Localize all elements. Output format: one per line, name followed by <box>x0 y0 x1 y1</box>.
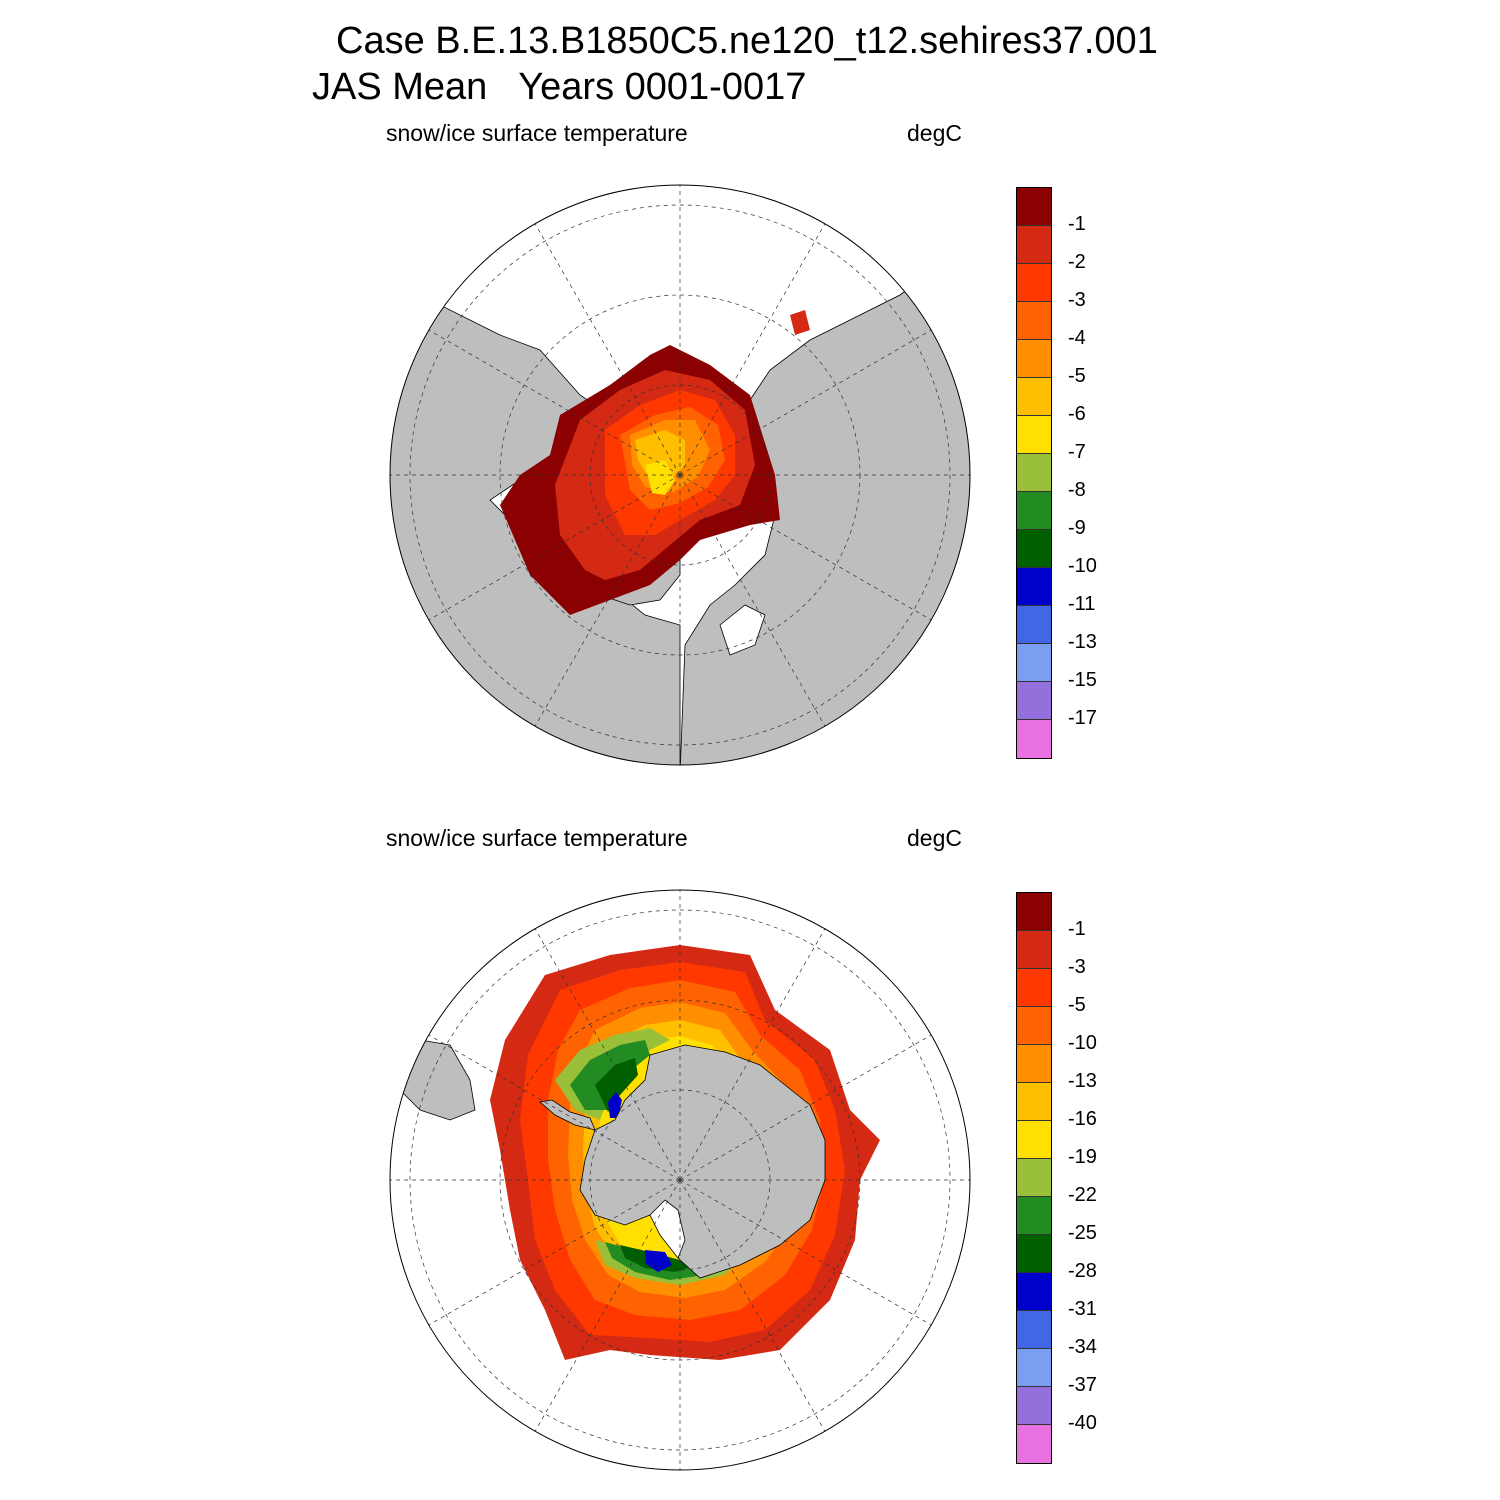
south-units-label: degC <box>907 825 962 851</box>
north-units-label: degC <box>907 120 962 146</box>
north-colorbar-swatch <box>1017 340 1051 378</box>
north-colorbar-tick-label: -1 <box>1068 213 1086 235</box>
north-colorbar-tick-label: -3 <box>1068 289 1086 311</box>
south-colorbar-swatch <box>1017 1273 1051 1311</box>
south-ice-ross-min <box>645 1250 672 1272</box>
south-colorbar-tick-label: -13 <box>1068 1070 1097 1092</box>
north-colorbar-swatch <box>1017 454 1051 492</box>
north-colorbar-tick-label: -11 <box>1068 593 1096 615</box>
figure-title-case: Case B.E.13.B1850C5.ne120_t12.sehires37.… <box>336 20 1158 62</box>
south-colorbar-tick-label: -34 <box>1068 1336 1097 1358</box>
north-colorbar-swatch <box>1017 302 1051 340</box>
south-colorbar-swatch <box>1017 893 1051 931</box>
north-variable-label: snow/ice surface temperature <box>386 120 688 146</box>
north-colorbar-swatch <box>1017 530 1051 568</box>
north-colorbar-swatch <box>1017 264 1051 302</box>
south-colorbar-swatch <box>1017 1007 1051 1045</box>
south-colorbar-tick-label: -28 <box>1068 1260 1097 1282</box>
south-landmass-antarctica <box>579 1044 826 1279</box>
north-ice-okhotsk <box>790 310 810 335</box>
north-colorbar-swatch <box>1017 682 1051 720</box>
south-colorbar-tick-label: -19 <box>1068 1146 1097 1168</box>
south-landmass-south-america <box>399 1039 476 1121</box>
north-colorbar-swatch <box>1017 720 1051 758</box>
south-ice-band-9 <box>595 1058 638 1112</box>
north-colorbar-tick-label: -7 <box>1068 441 1086 463</box>
south-colorbar-tick-label: -3 <box>1068 956 1086 978</box>
south-colorbar-tick-label: -22 <box>1068 1184 1097 1206</box>
north-colorbar-swatch <box>1017 492 1051 530</box>
north-colorbar-tick-label: -4 <box>1068 327 1086 349</box>
south-polar-map <box>389 889 971 1471</box>
south-colorbar-swatch <box>1017 1349 1051 1387</box>
north-colorbar-swatch <box>1017 378 1051 416</box>
north-colorbar-tick-label: -15 <box>1068 669 1097 691</box>
south-colorbar-tick-label: -1 <box>1068 918 1086 940</box>
south-colorbar-swatch <box>1017 1045 1051 1083</box>
north-colorbar-swatch <box>1017 226 1051 264</box>
north-colorbar-tick-label: -10 <box>1068 555 1097 577</box>
north-colorbar-tick-label: -5 <box>1068 365 1086 387</box>
south-colorbar-swatch <box>1017 1197 1051 1235</box>
north-polar-map <box>389 184 971 766</box>
north-colorbar-tick-label: -13 <box>1068 631 1097 653</box>
south-colorbar-swatch <box>1017 1235 1051 1273</box>
south-ice-weddell-min <box>608 1092 622 1118</box>
south-colorbar-tick-label: -5 <box>1068 994 1086 1016</box>
north-landmass-scandinavia-sea <box>719 604 766 656</box>
north-colorbar-tick-label: -17 <box>1068 707 1097 729</box>
south-colorbar-tick-label: -31 <box>1068 1298 1097 1320</box>
south-colorbar-swatch <box>1017 1311 1051 1349</box>
south-colorbar-swatch <box>1017 931 1051 969</box>
north-colorbar-swatch <box>1017 568 1051 606</box>
south-variable-label: snow/ice surface temperature <box>386 825 688 851</box>
south-colorbar-tick-label: -25 <box>1068 1222 1097 1244</box>
south-ice-shelf-ross <box>649 1199 686 1259</box>
north-colorbar-swatch <box>1017 606 1051 644</box>
south-colorbar-tick-label: -40 <box>1068 1412 1097 1434</box>
north-colorbar-tick-label: -9 <box>1068 517 1086 539</box>
south-colorbar-tick-label: -16 <box>1068 1108 1097 1130</box>
south-colorbar-swatch <box>1017 969 1051 1007</box>
north-ice-band-7 <box>645 460 675 495</box>
south-colorbar-swatch <box>1017 1159 1051 1197</box>
south-colorbar-tick-label: -10 <box>1068 1032 1097 1054</box>
north-colorbar-swatch <box>1017 416 1051 454</box>
south-colorbar-swatch <box>1017 1121 1051 1159</box>
south-colorbar-swatches <box>1016 892 1052 1464</box>
north-colorbar-tick-label: -2 <box>1068 251 1086 273</box>
north-colorbar-tick-label: -6 <box>1068 403 1086 425</box>
north-colorbar-swatches <box>1016 187 1052 759</box>
north-colorbar-swatch <box>1017 644 1051 682</box>
north-colorbar-swatch <box>1017 188 1051 226</box>
south-colorbar-swatch <box>1017 1083 1051 1121</box>
south-colorbar-swatch <box>1017 1387 1051 1425</box>
north-colorbar-tick-label: -8 <box>1068 479 1086 501</box>
south-colorbar-swatch <box>1017 1425 1051 1463</box>
figure-title-season: JAS Mean Years 0001-0017 <box>312 66 807 108</box>
south-colorbar-tick-label: -37 <box>1068 1374 1097 1396</box>
